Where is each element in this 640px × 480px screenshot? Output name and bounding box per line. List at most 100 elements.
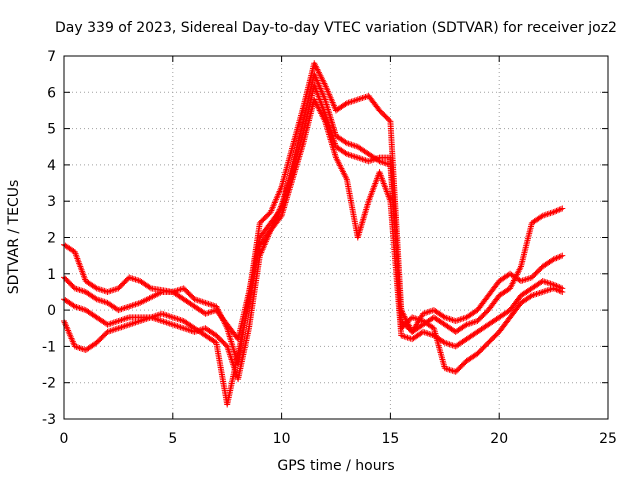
data-point-interp [118, 306, 125, 313]
data-point [169, 321, 176, 328]
data-point-interp [553, 207, 560, 214]
data-point-interp [124, 303, 131, 310]
data-point-interp [118, 316, 125, 323]
data-point-interp [538, 213, 545, 220]
data-point-interp [116, 324, 123, 331]
data-point-interp [556, 253, 563, 260]
data-point-interp [448, 367, 455, 374]
data-point-interp [522, 276, 529, 283]
axis-ticks: 0 5 10 15 20 25 -3 -2 -1 0 1 2 3 4 5 6 7 [42, 49, 617, 447]
data-point-interp [545, 280, 552, 287]
y-tick-label: 1 [47, 267, 56, 283]
data-point-interp [107, 320, 114, 327]
data-point-interp [135, 318, 142, 325]
data-point-interp [552, 285, 559, 292]
data-point-interp [174, 315, 181, 322]
y-tick-label: 4 [47, 158, 56, 174]
data-point [559, 288, 566, 295]
data-point [354, 154, 361, 161]
data-point-interp [350, 98, 357, 105]
x-tick-label: 15 [381, 431, 399, 447]
data-point-interp [199, 298, 206, 305]
data-point-interp [134, 319, 141, 326]
data-point-interp [449, 316, 456, 323]
data-point-interp [544, 279, 551, 286]
data-point-interp [542, 287, 549, 294]
data-point-interp [160, 311, 167, 318]
data-point-interp [130, 301, 137, 308]
data-point-interp [351, 97, 358, 104]
data-marks [61, 60, 566, 408]
data-point-interp [112, 319, 119, 326]
y-axis-label: SDTVAR / TECUs [6, 180, 22, 295]
y-tick-label: 2 [47, 231, 56, 247]
data-point [550, 209, 557, 216]
data-point-interp [544, 211, 551, 218]
data-point-interp [519, 277, 526, 284]
data-point-interp [132, 276, 139, 283]
y-tick-label: 5 [47, 122, 56, 138]
data-point-interp [423, 329, 430, 336]
data-point-interp [359, 95, 366, 102]
data-point-interp [557, 253, 564, 260]
data-point-interp [197, 298, 204, 305]
data-point-interp [107, 287, 114, 294]
data-point-interp [124, 322, 131, 329]
data-point-interp [166, 313, 173, 320]
data-point [550, 285, 557, 292]
data-point-interp [527, 293, 534, 300]
data-point-interp [176, 316, 183, 323]
data-point [126, 321, 133, 328]
data-point-interp [351, 153, 358, 160]
data-point-interp [552, 255, 559, 262]
data-point-interp [163, 312, 170, 319]
data-point-interp [124, 314, 131, 321]
data-point-interp [348, 141, 355, 148]
data-point-interp [110, 319, 117, 326]
data-point-interp [348, 152, 355, 159]
data-point-interp [357, 95, 364, 102]
data-point-interp [462, 322, 469, 329]
x-tick-label: 10 [273, 431, 291, 447]
data-point-interp [342, 150, 349, 157]
y-tick-label: 7 [47, 49, 56, 65]
data-point [559, 252, 566, 259]
y-tick-label: 6 [47, 85, 56, 101]
data-point-interp [468, 320, 475, 327]
data-point-interp [454, 317, 461, 324]
data-point-interp [78, 345, 85, 352]
data-point-interp [129, 320, 136, 327]
data-point-interp [421, 329, 428, 336]
data-point-interp [116, 317, 123, 324]
data-point-interp [535, 290, 542, 297]
data-point-interp [553, 286, 560, 293]
data-point-interp [426, 308, 433, 315]
data-point-interp [205, 300, 212, 307]
data-point-interp [384, 160, 391, 167]
data-point-interp [208, 301, 215, 308]
data-point-interp [98, 286, 105, 293]
data-point-interp [554, 254, 561, 261]
data-point-interp [160, 318, 167, 325]
data-point-interp [146, 314, 153, 321]
data-point-interp [106, 321, 113, 328]
data-point-interp [78, 305, 85, 312]
data-point-interp [401, 333, 408, 340]
data-point-interp [116, 306, 123, 313]
data-point-interp [533, 291, 540, 298]
data-point-interp [545, 210, 552, 217]
data-point [104, 288, 111, 295]
data-point-interp [553, 255, 560, 262]
data-point-interp [524, 275, 531, 282]
data-point-interp [207, 301, 214, 308]
data-point-interp [121, 315, 128, 322]
data-point-interp [359, 156, 366, 163]
data-point [115, 325, 122, 332]
data-point-interp [168, 313, 175, 320]
data-point-interp [448, 341, 455, 348]
data-point-interp [424, 309, 431, 316]
x-tick-label: 5 [168, 431, 177, 447]
data-point-interp [536, 289, 543, 296]
data-point-interp [174, 323, 181, 330]
data-point-interp [127, 321, 134, 328]
